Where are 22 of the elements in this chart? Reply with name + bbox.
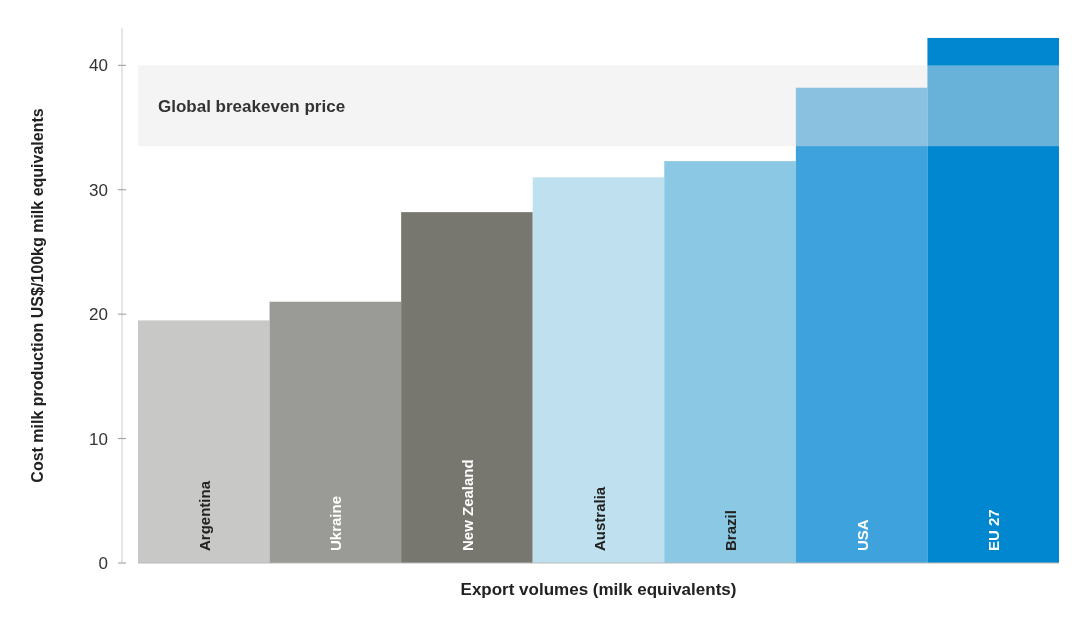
bar bbox=[401, 212, 533, 563]
bar bbox=[795, 87, 928, 563]
x-tick-label: USA bbox=[853, 519, 871, 551]
x-tick-label: Australia bbox=[590, 486, 608, 551]
y-axis-title: Cost milk production US$/100kg milk equivalents bbox=[29, 108, 46, 483]
x-tick-label: EU 27 bbox=[985, 509, 1003, 551]
x-tick-label: Ukraine bbox=[327, 495, 345, 551]
y-tick-label: 0 bbox=[98, 553, 108, 573]
bar bbox=[532, 177, 665, 563]
band-label: Global breakeven price bbox=[158, 96, 346, 116]
x-tick-label: New Zealand bbox=[458, 459, 476, 551]
y-tick-label: 10 bbox=[89, 429, 108, 449]
bar bbox=[927, 37, 1059, 563]
x-axis-title: Export volumes (milk equivalents) bbox=[460, 580, 737, 599]
bar bbox=[269, 301, 402, 563]
y-tick-label: 30 bbox=[89, 180, 108, 200]
y-tick-label: 40 bbox=[89, 56, 108, 76]
x-tick-label: Brazil bbox=[722, 510, 740, 551]
x-tick-label: Argentina bbox=[195, 480, 213, 551]
y-tick-label: 20 bbox=[89, 305, 108, 325]
bar bbox=[138, 320, 270, 563]
bar bbox=[664, 161, 796, 563]
